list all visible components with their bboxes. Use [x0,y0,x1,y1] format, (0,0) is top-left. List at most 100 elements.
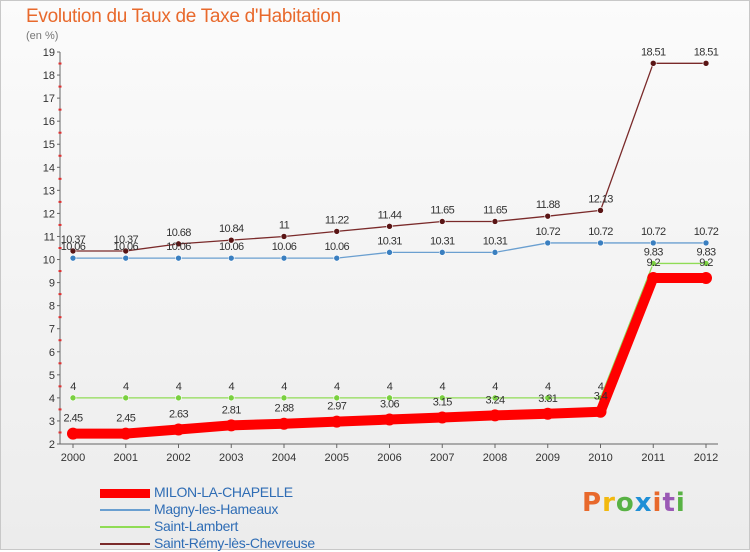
data-label: 2.97 [327,401,346,413]
y-minor-tick [58,316,62,319]
x-tick-label: 2009 [536,452,560,464]
series-labels: 2.45 2.45 2.63 2.81 2.88 2.97 3.06 3.15 3.24 3.31… [61,46,720,425]
data-point [119,427,132,440]
data-label: 11.88 [536,199,560,211]
legend-label: Magny-les-Hameaux [154,501,279,517]
data-point [227,254,235,262]
logo-letter: i [675,488,686,518]
data-point [702,59,710,67]
y-tick-label: 11 [44,231,55,243]
data-label: 10.72 [588,226,613,238]
data-point [175,240,182,248]
data-label: 10.68 [166,227,191,239]
x-tick-label: 2010 [588,452,612,464]
y-tick-label: 6 [49,347,55,359]
data-label: 11.65 [483,204,507,216]
data-label: 4 [492,381,498,393]
data-label: 9.2 [699,257,713,269]
data-point [280,233,288,240]
y-minor-tick [58,200,62,203]
data-point [278,417,290,430]
data-point [541,407,554,420]
data-point [386,394,393,402]
data-point [67,427,79,440]
data-point [649,239,657,247]
proxiti-logo: Proxiti [582,488,686,518]
data-point [702,260,710,267]
y-tick-label: 8 [49,301,55,313]
x-tick-label: 2007 [430,452,454,464]
series-lines [67,59,712,440]
legend-swatch [100,543,150,545]
data-label: 10.31 [430,235,455,247]
data-point [544,239,552,247]
y-minor-tick [58,385,62,388]
data-point [597,239,604,247]
data-label: 2.63 [169,408,188,420]
y-minor-tick [58,62,62,65]
data-point [122,247,130,255]
data-label: 4 [598,381,604,393]
data-point [280,394,288,402]
y-tick-label: 12 [43,208,55,220]
data-point [649,260,657,267]
data-point [594,405,607,418]
data-point [649,59,657,67]
x-tick-label: 2011 [641,452,665,464]
data-label: 9.83 [644,246,663,258]
data-label: 11.22 [325,214,349,226]
y-tick-label: 17 [43,93,55,105]
data-point [491,249,499,256]
x-tick-label: 2002 [166,452,190,464]
data-label: 10.72 [641,226,666,238]
data-label: 4 [281,381,287,393]
data-point [438,218,446,225]
data-label: 10.06 [219,241,244,253]
x-tick-label: 2012 [694,452,718,464]
data-point [172,423,185,436]
data-point [333,228,341,235]
y-tick-label: 14 [43,162,55,174]
data-point [438,394,446,402]
data-point [491,218,499,225]
y-tick-label: 19 [43,47,55,59]
y-minor-tick [58,431,62,434]
data-label: 3.31 [538,393,557,405]
x-tick-label: 2003 [219,452,243,464]
y-minor-tick [58,293,62,296]
x-tick-label: 2004 [272,452,296,464]
data-label: 4 [123,381,129,393]
data-point [647,271,660,284]
data-label: 10.37 [113,234,138,246]
legend-swatch [100,509,150,511]
data-label: 9.83 [696,246,715,258]
data-label: 10.06 [324,241,349,253]
data-label: 10.72 [535,226,560,238]
y-tick-label: 4 [49,393,55,405]
y-minor-tick [58,131,62,134]
data-label: 10.06 [61,241,86,253]
logo-letter: t [662,488,676,518]
data-label: 4 [387,381,393,393]
x-tick-label: 2001 [114,452,138,464]
data-label: 4 [439,381,445,393]
data-point [491,394,499,402]
logo-letter: P [582,488,603,518]
y-tick-label: 7 [49,324,55,336]
x-tick-label: 2000 [61,452,85,464]
data-point [544,212,552,220]
data-point [438,249,446,256]
chart-title: Evolution du Taux de Taxe d'Habitation [26,6,341,27]
data-point [69,394,77,402]
legend-label: MILON-LA-CHAPELLE [154,484,293,500]
logo-letter: r [602,488,616,518]
series-line-3 [72,62,707,252]
data-label: 18.51 [694,46,719,58]
y-tick-label: 3 [49,416,55,428]
data-label: 10.31 [377,235,402,247]
data-label: 4 [545,381,551,393]
data-point [175,254,182,262]
data-label: 2.45 [63,413,82,425]
legend-label: Saint-Rémy-lès-Chevreuse [154,535,315,551]
data-label: 10.84 [219,223,244,235]
